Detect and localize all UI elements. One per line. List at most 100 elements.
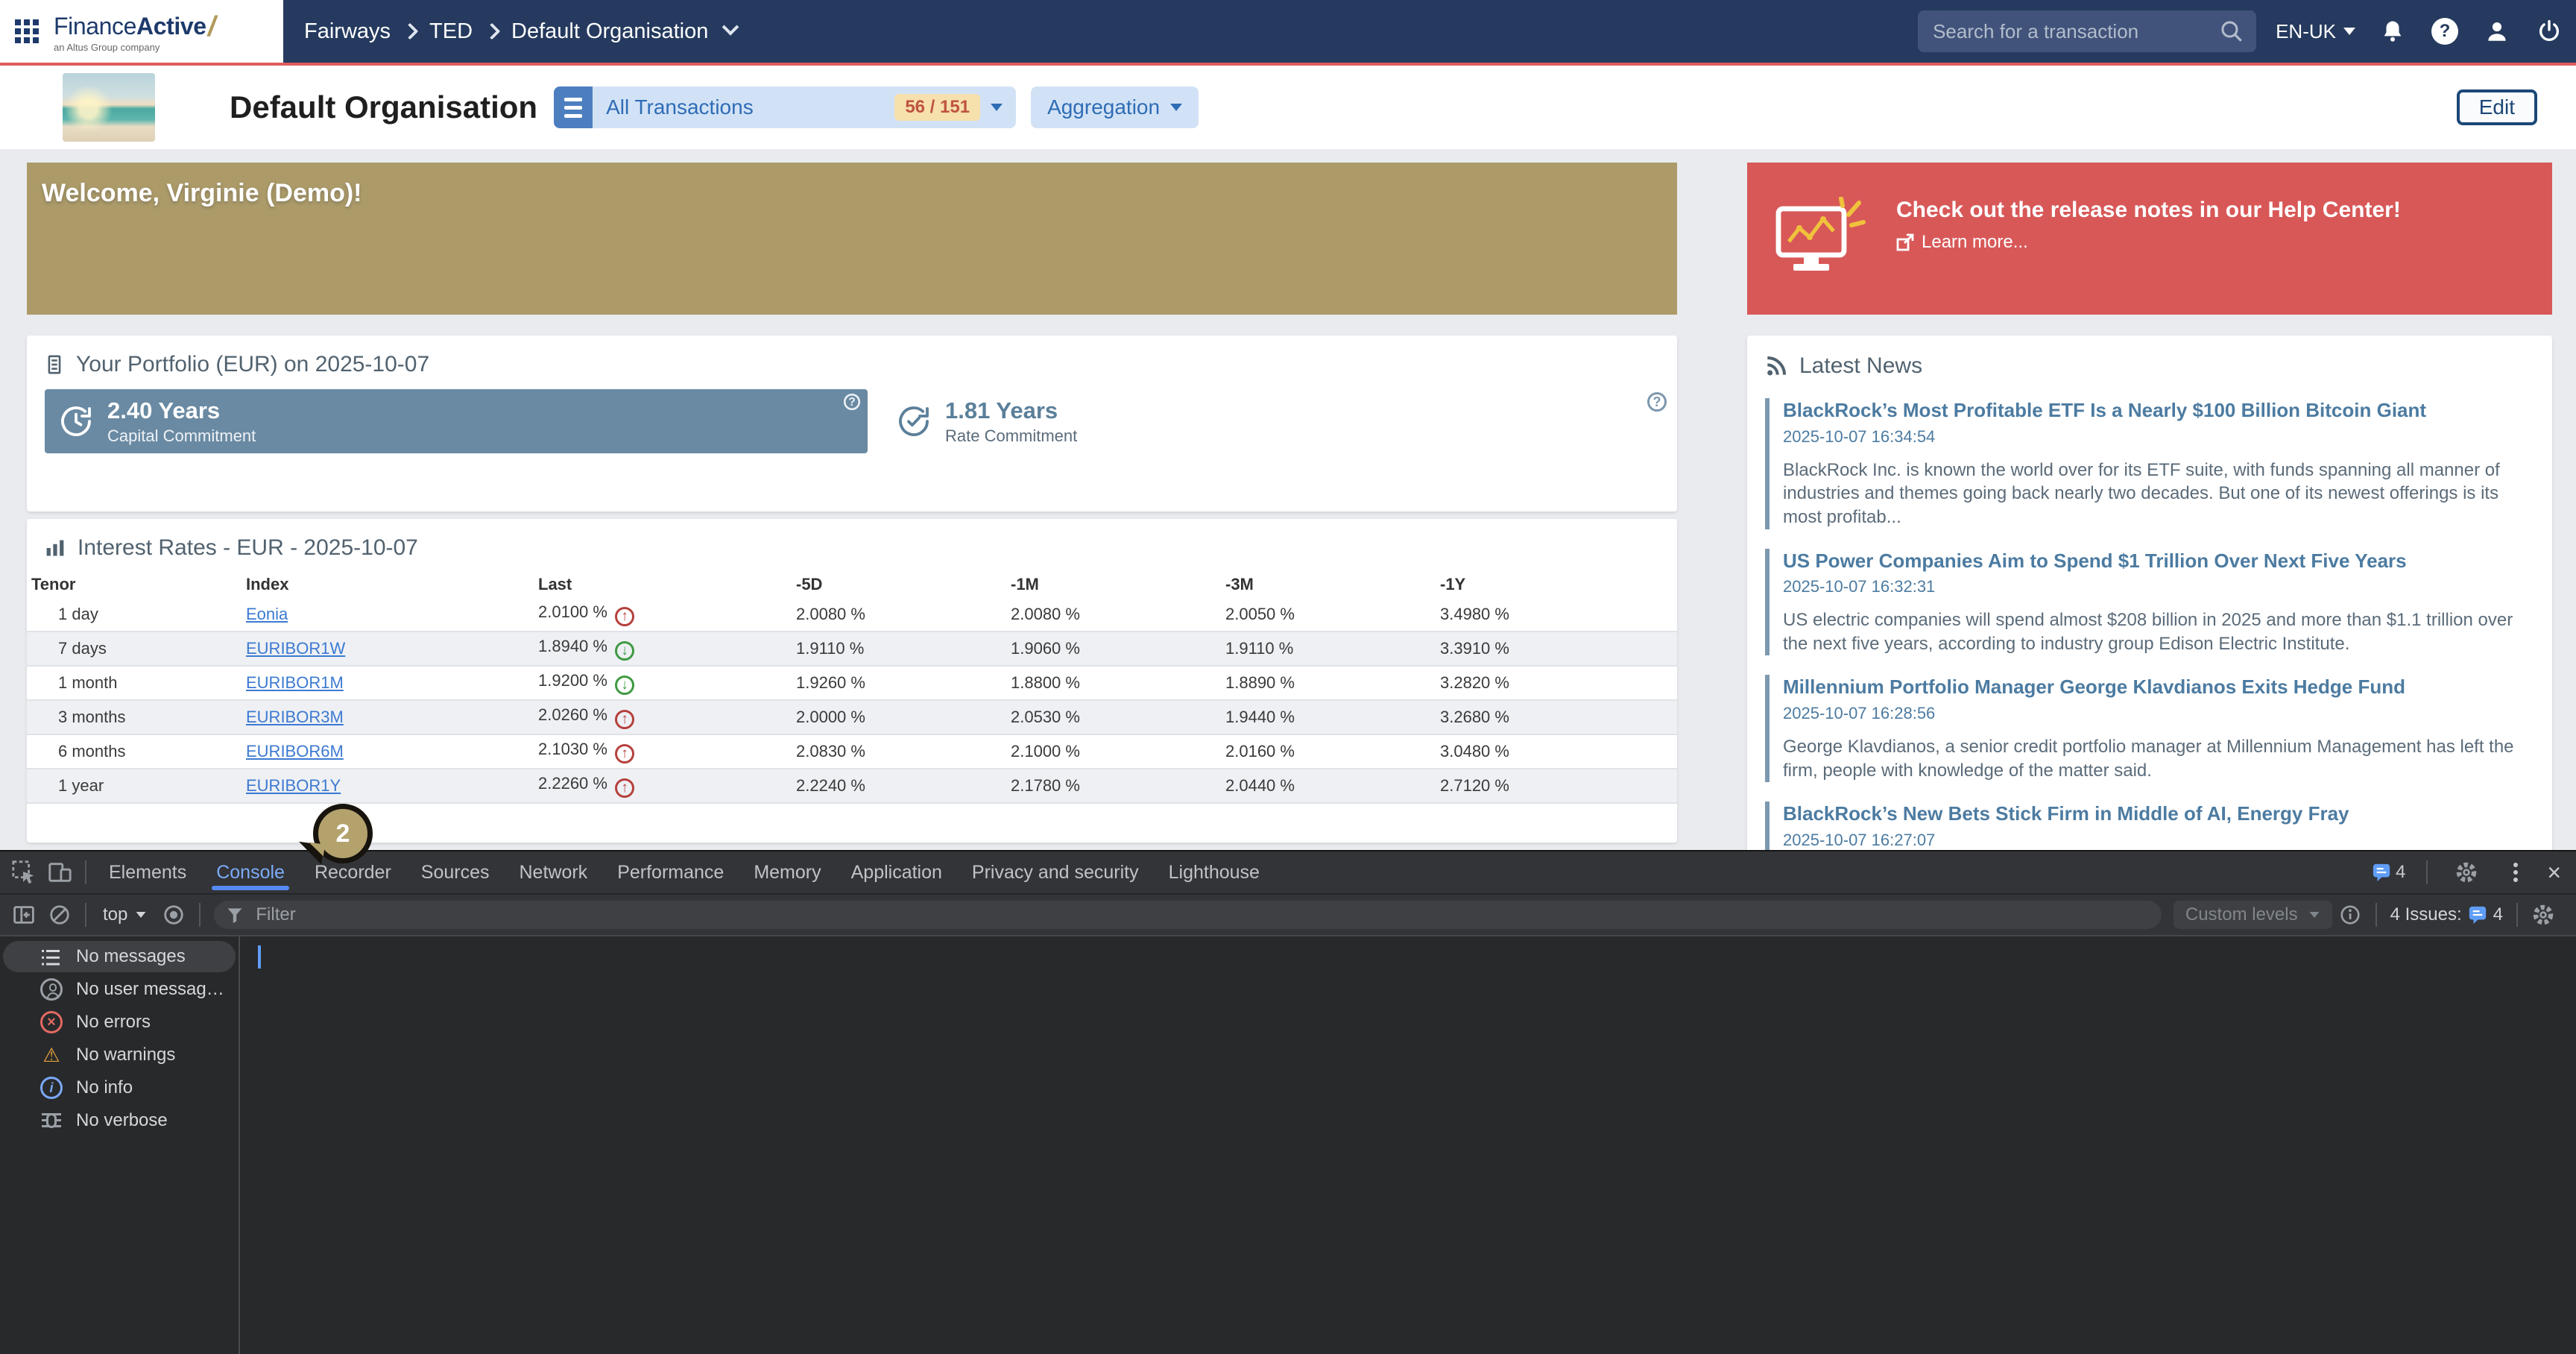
help-icon[interactable] [843,393,861,411]
close-devtools-icon[interactable]: × [2547,859,2561,886]
last-value: 1.9200 % [538,671,607,690]
trend-arrow-icon [614,778,634,798]
devtools-tab[interactable]: Memory [739,851,836,893]
devtools-tab[interactable]: Privacy and security [957,851,1154,893]
device-toolbar-icon[interactable] [42,854,78,890]
console-filter-label: No errors [76,1012,151,1032]
devtools-tab[interactable]: Recorder [300,851,406,893]
index-link[interactable]: EURIBOR1M [246,673,344,692]
rate-commitment-value: 1.81 Years [945,397,1058,423]
welcome-text: Welcome, Virginie (Demo)! [42,179,362,207]
console-filter-item[interactable]: No verbose [3,1105,236,1136]
tenor-cell: 1 day [58,605,98,623]
navbar-actions: EN-UK [1918,10,2576,52]
index-link[interactable]: EURIBOR6M [246,742,344,761]
issues-summary[interactable]: 4 Issues: 4 [2390,904,2503,925]
breadcrumb-organisation[interactable]: Default Organisation [511,19,709,43]
interest-rates-title: Interest Rates - EUR - 2025-10-07 [78,535,418,560]
settings-gear-icon[interactable] [2449,854,2484,890]
index-link[interactable]: EURIBOR1Y [246,776,341,795]
info-icon[interactable] [2332,897,2368,933]
devtools-tab[interactable]: Network [505,851,603,893]
console-filter-item[interactable]: No warnings [3,1039,236,1071]
transactions-menu-button[interactable] [554,86,593,128]
minus-5d-cell: 2.0830 % [796,742,865,761]
console-filter-item[interactable]: No messages [3,941,236,972]
minus-3m-cell: 1.9110 % [1225,639,1294,658]
logout-power-icon[interactable] [2534,16,2564,46]
live-expression-eye-icon[interactable] [156,897,192,933]
minus-5d-cell: 2.0000 % [796,708,865,726]
search-icon[interactable] [2219,19,2244,44]
console-filter-item[interactable]: No errors [3,1007,236,1038]
last-cell: 2.1030 % [534,740,792,763]
divider [85,860,86,884]
console-output[interactable] [240,936,2576,1354]
tenor-cell: 6 months [58,742,126,761]
user-profile-icon[interactable] [2482,16,2512,46]
devtools-tab[interactable]: Lighthouse [1154,851,1275,893]
minus-3m-cell: 2.0440 % [1225,776,1295,795]
console-sidebar-toggle-icon[interactable] [6,897,42,933]
last-value: 2.1030 % [538,740,607,758]
breadcrumb-fairways[interactable]: Fairways [304,19,391,43]
finance-active-logo[interactable]: Finance Active / an Altus Group company [54,11,215,52]
console-filter-item[interactable]: No user messag… [3,974,236,1005]
minus-3m-cell: 2.0160 % [1225,742,1295,761]
search-input[interactable] [1930,18,2220,45]
devtools-tab[interactable]: Sources [406,851,505,893]
more-options-icon[interactable] [2498,854,2534,890]
rate-commitment-tile[interactable]: 1.81 Years Rate Commitment [883,389,1090,453]
context-selector[interactable]: top [103,904,147,925]
welcome-banner: Welcome, Virginie (Demo)! [27,163,1677,315]
index-link[interactable]: Eonia [246,605,288,623]
index-link[interactable]: EURIBOR3M [246,708,344,726]
inspect-element-icon[interactable] [6,854,42,890]
help-icon[interactable] [1647,392,1667,412]
console-filter-label: No verbose [76,1110,168,1130]
clear-console-icon[interactable] [42,897,78,933]
minus-1y-cell: 2.7120 % [1440,776,1509,795]
article-title-link[interactable]: Millennium Portfolio Manager George Klav… [1783,676,2405,699]
table-header-cell: Index [246,575,289,593]
filter-input[interactable] [253,903,2150,927]
divider [2516,903,2518,927]
page-header: Default Organisation All Transactions 56… [0,66,2576,149]
divider [2426,860,2428,884]
aggregation-button[interactable]: Aggregation [1031,86,1199,128]
console-body: No messages No user messag… No errors [0,936,2576,1354]
notifications-bell-icon[interactable] [2378,16,2408,46]
language-selector[interactable]: EN-UK [2276,20,2355,43]
devtools-tabbar-actions: 4 × [2372,854,2576,890]
article-title-link[interactable]: BlackRock’s New Bets Stick Firm in Middl… [1783,802,2349,825]
article-title-link[interactable]: BlackRock’s Most Profitable ETF Is a Nea… [1783,399,2427,421]
devtools-tab[interactable]: Elements [94,851,201,893]
chevron-down-icon [136,912,146,918]
last-value: 2.0100 % [538,602,607,621]
breadcrumb-ted[interactable]: TED [429,19,473,43]
transactions-dropdown[interactable]: All Transactions 56 / 151 [593,86,1017,128]
devtools-tab[interactable]: Application [836,851,957,893]
devtools-tab[interactable]: Performance [602,851,739,893]
minus-5d-cell: 1.9260 % [796,673,865,692]
table-row: 1 month EURIBOR1M 1.9200 % 1.9260 % 1.88… [27,667,1677,699]
capital-commitment-value: 2.40 Years [107,397,221,423]
portfolio-icon [45,354,64,375]
chevron-down-icon [2309,912,2319,918]
learn-more-link[interactable]: Learn more... [1896,232,2401,253]
log-levels-dropdown[interactable]: Custom levels [2173,901,2332,929]
interest-rates-table: Tenor Index Last -5D -1M -3M -1Y 1 day Eonia 2… [27,571,1677,804]
console-filter-item[interactable]: No info [3,1072,236,1103]
edit-button[interactable]: Edit [2456,89,2537,125]
chevron-down-icon[interactable] [722,19,739,36]
devtools-tab[interactable]: Console [201,851,300,893]
issues-counter[interactable]: 4 [2372,862,2405,883]
article-title-link[interactable]: US Power Companies Aim to Spend $1 Trill… [1783,549,2407,572]
help-icon[interactable] [2430,16,2460,46]
apps-grid-icon[interactable] [15,19,39,43]
index-link[interactable]: EURIBOR1W [246,639,346,658]
console-toolbar: top Custom levels 4 Issues [0,895,2576,936]
capital-commitment-tile[interactable]: 2.40 Years Capital Commitment [45,389,868,453]
click-step-badge: 2 [313,804,373,863]
console-settings-gear-icon[interactable] [2525,897,2561,933]
